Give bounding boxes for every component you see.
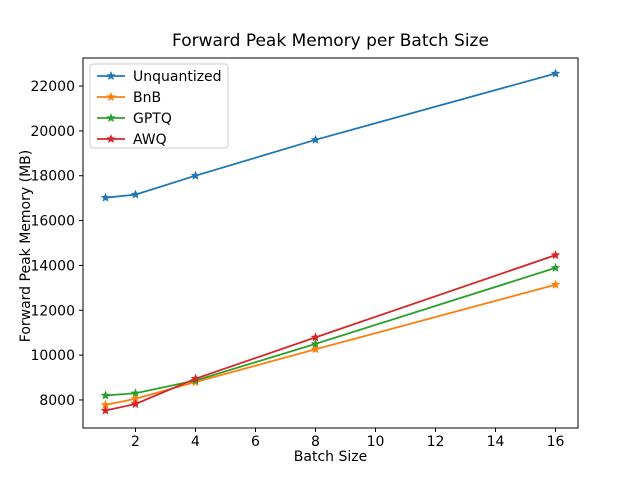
data-point-marker	[310, 344, 321, 354]
y-tick-label: 14000	[30, 258, 75, 274]
chart-title: Forward Peak Memory per Batch Size	[172, 31, 489, 51]
y-tick-label: 20000	[30, 124, 75, 140]
legend-label: GPTQ	[133, 111, 172, 127]
legend-marker	[106, 71, 116, 80]
data-point-marker	[550, 279, 561, 289]
data-point-marker	[550, 68, 561, 78]
series-line	[105, 254, 556, 412]
legend: Unquantized BnB GPTQ AWQ	[89, 63, 229, 149]
legend-label: BnB	[133, 90, 161, 106]
x-tick-label: 8	[311, 434, 320, 450]
legend-label: Unquantized	[133, 69, 222, 85]
legend-marker	[106, 134, 116, 143]
data-point-marker	[190, 170, 201, 180]
data-point-marker	[550, 250, 561, 260]
x-tick-label: 2	[131, 434, 140, 450]
y-tick-label: 8000	[39, 393, 75, 409]
data-point-marker	[310, 332, 321, 342]
data-point-marker	[100, 399, 111, 409]
x-tick-label: 4	[191, 434, 200, 450]
legend-item-awq: AWQ	[97, 132, 167, 148]
plot-border	[82, 57, 579, 429]
legend-marker	[106, 92, 116, 101]
data-point-marker	[130, 393, 141, 403]
data-point-marker	[130, 189, 141, 199]
y-tick-label: 18000	[30, 169, 75, 185]
legend-box	[89, 63, 229, 149]
data-point-marker	[100, 405, 111, 415]
series-line	[105, 283, 556, 406]
y-tick-label: 22000	[30, 79, 75, 95]
x-tick-label: 12	[427, 434, 445, 450]
data-point-marker	[310, 134, 321, 144]
x-tick-label: 6	[251, 434, 260, 450]
series-gptq	[100, 262, 561, 400]
legend-marker	[106, 113, 116, 122]
y-tick-label: 16000	[30, 214, 75, 230]
legend-label: AWQ	[133, 132, 167, 148]
data-point-marker	[130, 388, 141, 398]
x-tick-label: 16	[547, 434, 565, 450]
x-tick-label: 10	[367, 434, 385, 450]
legend-item-gptq: GPTQ	[97, 111, 172, 127]
series-awq	[100, 250, 561, 415]
y-tick-label: 12000	[30, 303, 75, 319]
x-tick-label: 14	[487, 434, 505, 450]
x-axis-label: Batch Size	[293, 449, 368, 465]
data-point-marker	[190, 373, 201, 383]
series-unquantized	[100, 68, 561, 202]
data-point-marker	[100, 192, 111, 202]
y-tick-label: 10000	[30, 348, 75, 364]
legend-item-unquantized: Unquantized	[97, 69, 222, 85]
legend-item-bnb: BnB	[97, 90, 161, 106]
y-axis-label: Forward Peak Memory (MB)	[18, 149, 34, 343]
data-point-marker	[130, 399, 141, 409]
data-point-marker	[100, 390, 111, 400]
data-point-marker	[550, 262, 561, 272]
data-point-marker	[310, 338, 321, 348]
